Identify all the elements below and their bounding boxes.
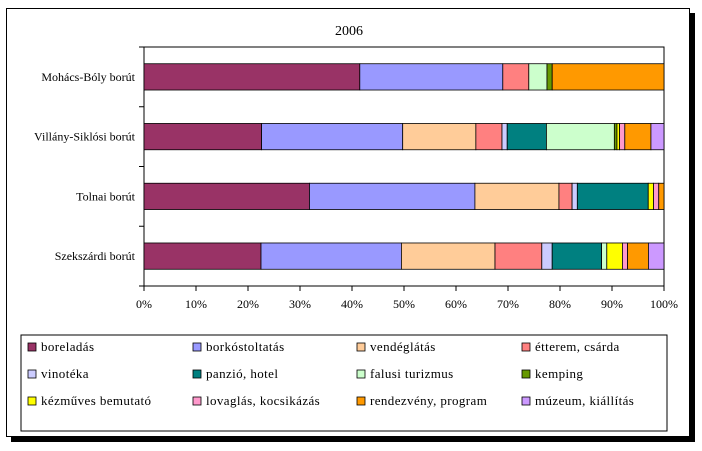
bar-segment-rendezveny-program-villany-siklosi-borut: [624, 123, 652, 151]
legend-label-borkostoltatas: borkóstoltatás: [206, 339, 285, 354]
bar-segment-falusi-turizmus-mohacs-boly-borut: [528, 63, 548, 91]
legend-swatch-kemping: [521, 369, 531, 379]
bar-segment-vendeglatas-villany-siklosi-borut: [402, 123, 477, 151]
legend-swatch-etterem-csarda: [521, 342, 531, 352]
category-label: Mohács-Bóly borút: [41, 70, 135, 84]
bar-segment-kemping-mohacs-boly-borut: [546, 63, 553, 91]
bar-segment-borkostoltatas-tolnai-borut: [309, 182, 476, 210]
bar-segment-lovaglas-kocsikazas-tolnai-borut: [653, 182, 660, 210]
x-tick-label: 100%: [650, 297, 678, 311]
bar-segment-etterem-csarda-villany-siklosi-borut: [475, 123, 503, 151]
bar-segment-muzeum-kiallitas-villany-siklosi-borut: [650, 123, 665, 151]
legend-swatch-boreladas: [27, 342, 37, 352]
x-tick-label: 40%: [341, 297, 363, 311]
x-tick-label: 60%: [445, 297, 467, 311]
bar-segment-muzeum-kiallitas-szekszardi-borut: [648, 242, 665, 270]
chart-title: 2006: [335, 24, 363, 39]
bar-segment-etterem-csarda-tolnai-borut: [558, 182, 573, 210]
bar-segment-boreladas-tolnai-borut: [143, 182, 310, 210]
legend-swatch-muzeum-kiallitas: [521, 396, 531, 406]
x-tick-label: 30%: [289, 297, 311, 311]
chart-frame: 2006 Mohács-Bóly borút Villány-Siklósi bo…: [6, 8, 690, 437]
chart-svg: 2006 Mohács-Bóly borút Villány-Siklósi bo…: [20, 24, 678, 432]
legend-label-vendeglatas: vendéglátás: [370, 339, 436, 354]
bar-segment-lovaglas-kocsikazas-villany-siklosi-borut: [619, 123, 626, 151]
legend-swatch-rendezveny-program: [356, 396, 366, 406]
legend-label-etterem-csarda: étterem, csárda: [535, 339, 620, 354]
bar-segment-etterem-csarda-mohacs-boly-borut: [502, 63, 530, 91]
bar-segment-borkostoltatas-szekszardi-borut: [260, 242, 402, 270]
bar-segment-vinoteka-tolnai-borut: [571, 182, 578, 210]
legend-label-falusi-turizmus: falusi turizmus: [370, 366, 454, 381]
bar-segment-rendezveny-program-tolnai-borut: [658, 182, 665, 210]
x-tick-label: 20%: [237, 297, 259, 311]
category-label: Szekszárdi borút: [55, 249, 136, 263]
x-tick-label: 10%: [185, 297, 207, 311]
legend-swatch-vinoteka: [27, 369, 37, 379]
legend-label-kemping: kemping: [535, 366, 583, 381]
x-tick-label: 80%: [549, 297, 571, 311]
bar-segment-boreladas-villany-siklosi-borut: [143, 123, 262, 151]
x-tick-label: 70%: [497, 297, 519, 311]
x-tick-label: 90%: [601, 297, 623, 311]
bar-segment-panzio-hotel-tolnai-borut: [576, 182, 649, 210]
legend-label-kezmuves-bemutato: kézműves bemutató: [41, 393, 151, 408]
bar-segment-rendezveny-program-mohacs-boly-borut: [551, 63, 665, 91]
bar-segment-kezmuves-bemutato-szekszardi-borut: [606, 242, 623, 270]
category-label: Villány-Siklósi borút: [34, 130, 136, 144]
legend-swatch-borkostoltatas: [192, 342, 202, 352]
x-tick-label: 50%: [393, 297, 415, 311]
bar-segment-lovaglas-kocsikazas-szekszardi-borut: [622, 242, 629, 270]
bar-segment-falusi-turizmus-szekszardi-borut: [601, 242, 608, 270]
bar-segment-panzio-hotel-villany-siklosi-borut: [506, 123, 547, 151]
bar-segment-etterem-csarda-szekszardi-borut: [494, 242, 543, 270]
legend-label-vinoteka: vinotéka: [41, 366, 89, 381]
bar-segment-borkostoltatas-mohacs-boly-borut: [359, 63, 504, 91]
legend-label-panzio-hotel: panzió, hotel: [206, 366, 278, 381]
legend-box: [20, 334, 668, 432]
bar-segment-falusi-turizmus-villany-siklosi-borut: [546, 123, 615, 151]
bar-segment-panzio-hotel-szekszardi-borut: [551, 242, 603, 270]
legend-label-boreladas: boreladás: [41, 339, 94, 354]
bar-segment-vendeglatas-szekszardi-borut: [400, 242, 496, 270]
bar-segment-vendeglatas-tolnai-borut: [474, 182, 560, 210]
legend-swatch-lovaglas-kocsikazas: [192, 396, 202, 406]
bar-segment-kezmuves-bemutato-tolnai-borut: [647, 182, 654, 210]
category-label: Tolnai borút: [76, 189, 135, 203]
bar-segment-boreladas-mohacs-boly-borut: [143, 63, 361, 91]
legend-label-rendezveny-program: rendezvény, program: [370, 393, 487, 408]
legend-swatch-vendeglatas: [356, 342, 366, 352]
bar-segment-rendezveny-program-szekszardi-borut: [627, 242, 649, 270]
bar-segment-vinoteka-szekszardi-borut: [541, 242, 553, 270]
legend: boreladás borkóstoltatás vendéglátás éttere…: [20, 334, 668, 432]
bar-segment-boreladas-szekszardi-borut: [143, 242, 262, 270]
bar-segment-borkostoltatas-villany-siklosi-borut: [261, 123, 404, 151]
bar-segment-vinoteka-villany-siklosi-borut: [501, 123, 508, 151]
legend-swatch-falusi-turizmus: [356, 369, 366, 379]
plot-area: Mohács-Bóly borút Villány-Siklósi borút To…: [34, 46, 678, 311]
legend-label-muzeum-kiallitas: múzeum, kiállítás: [535, 393, 634, 408]
x-tick-label: 0%: [136, 297, 152, 311]
legend-label-lovaglas-kocsikazas: lovaglás, kocsikázás: [206, 393, 320, 408]
legend-swatch-panzio-hotel: [192, 369, 202, 379]
legend-swatch-kezmuves-bemutato: [27, 396, 37, 406]
